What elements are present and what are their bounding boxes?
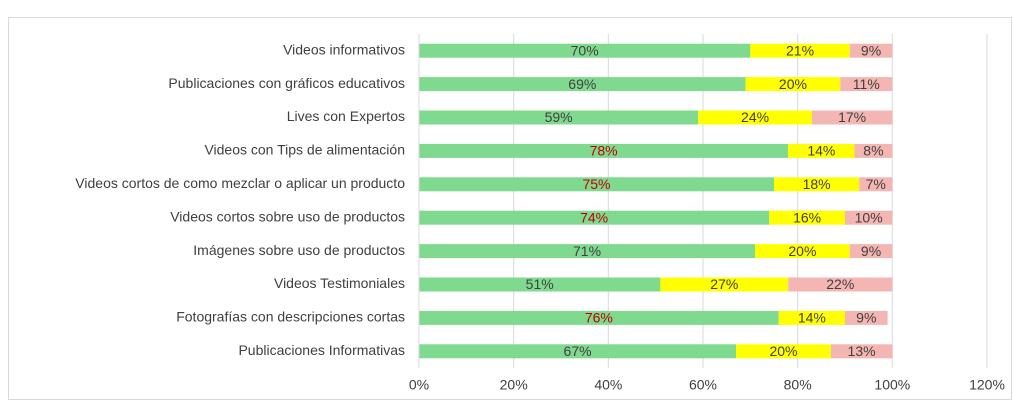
bar-segment (419, 210, 770, 225)
bar-segment (419, 310, 779, 325)
bar-segment (419, 110, 699, 125)
data-label: 75% (582, 176, 610, 192)
bar-segment (755, 244, 850, 259)
bar-segment (419, 43, 751, 58)
data-label: 8% (863, 143, 883, 159)
data-label: 13% (848, 343, 876, 359)
data-label: 11% (853, 76, 880, 92)
category-label: Publicaciones con gráficos educativos (168, 75, 405, 91)
data-label: 9% (861, 243, 881, 259)
bar-segment (854, 143, 893, 158)
data-label: 76% (585, 310, 613, 326)
bar-segment (419, 77, 746, 92)
category-label: Fotografías con descripciones cortas (176, 309, 405, 325)
data-label: 20% (788, 243, 816, 259)
category-label: Imágenes sobre uso de productos (193, 242, 405, 258)
data-label: 69% (568, 76, 596, 92)
bar-segment (788, 143, 855, 158)
bar-segment (419, 143, 789, 158)
bar-segment (419, 277, 661, 292)
bar-segment (849, 43, 893, 58)
bar-segment (736, 344, 831, 359)
x-tick-label: 0% (409, 377, 429, 393)
category-label: Publicaciones Informativas (238, 342, 405, 358)
category-label: Videos informativos (283, 41, 405, 57)
data-label: 18% (803, 176, 831, 192)
bar-segment (778, 310, 845, 325)
bar-segment (788, 277, 893, 292)
category-label: Videos cortos sobre uso de productos (170, 208, 405, 224)
data-label: 71% (573, 243, 601, 259)
category-label: Videos con Tips de alimentación (204, 142, 405, 158)
bar-segment (811, 110, 893, 125)
data-label: 20% (779, 76, 807, 92)
data-label: 14% (807, 143, 835, 159)
bar-segment (419, 177, 774, 192)
data-label: 51% (526, 276, 554, 292)
bar-segment (750, 43, 850, 58)
bar-segment (769, 210, 845, 225)
x-tick-label: 20% (500, 377, 528, 393)
data-label: 17% (838, 109, 866, 125)
bar-segment (830, 344, 893, 359)
bar-segment (840, 77, 893, 92)
data-label: 14% (798, 310, 826, 326)
data-label: 70% (571, 42, 599, 58)
data-label: 59% (545, 109, 573, 125)
bar-segment (849, 244, 893, 259)
bar-segment (845, 310, 888, 325)
data-label: 7% (866, 176, 886, 192)
data-label: 9% (856, 310, 876, 326)
category-label: Videos Testimoniales (274, 275, 405, 291)
category-label: Lives con Expertos (287, 108, 405, 124)
data-label: 9% (861, 42, 881, 58)
data-label: 27% (710, 276, 738, 292)
chart-border (8, 17, 1012, 400)
bar-segment (845, 210, 893, 225)
x-tick-label: 40% (594, 377, 622, 393)
data-label: 67% (564, 343, 592, 359)
x-tick-label: 80% (784, 377, 812, 393)
data-label: 16% (793, 209, 821, 225)
bar-segment (660, 277, 789, 292)
x-tick-label: 60% (689, 377, 717, 393)
data-label: 78% (590, 143, 618, 159)
category-label: Videos cortos de como mezclar o aplicar … (75, 175, 405, 191)
data-label: 74% (580, 209, 608, 225)
bar-segment (698, 110, 812, 125)
data-label: 21% (786, 42, 814, 58)
data-label: 22% (826, 276, 854, 292)
bar-segment (774, 177, 860, 192)
data-label: 24% (741, 109, 769, 125)
bar-segment (419, 344, 737, 359)
data-label: 10% (855, 209, 883, 225)
x-tick-label: 120% (969, 377, 1005, 393)
bar-segment (745, 77, 841, 92)
x-tick-label: 100% (874, 377, 910, 393)
data-label: 20% (769, 343, 797, 359)
bar-segment (419, 244, 756, 259)
bar-segment (859, 177, 893, 192)
